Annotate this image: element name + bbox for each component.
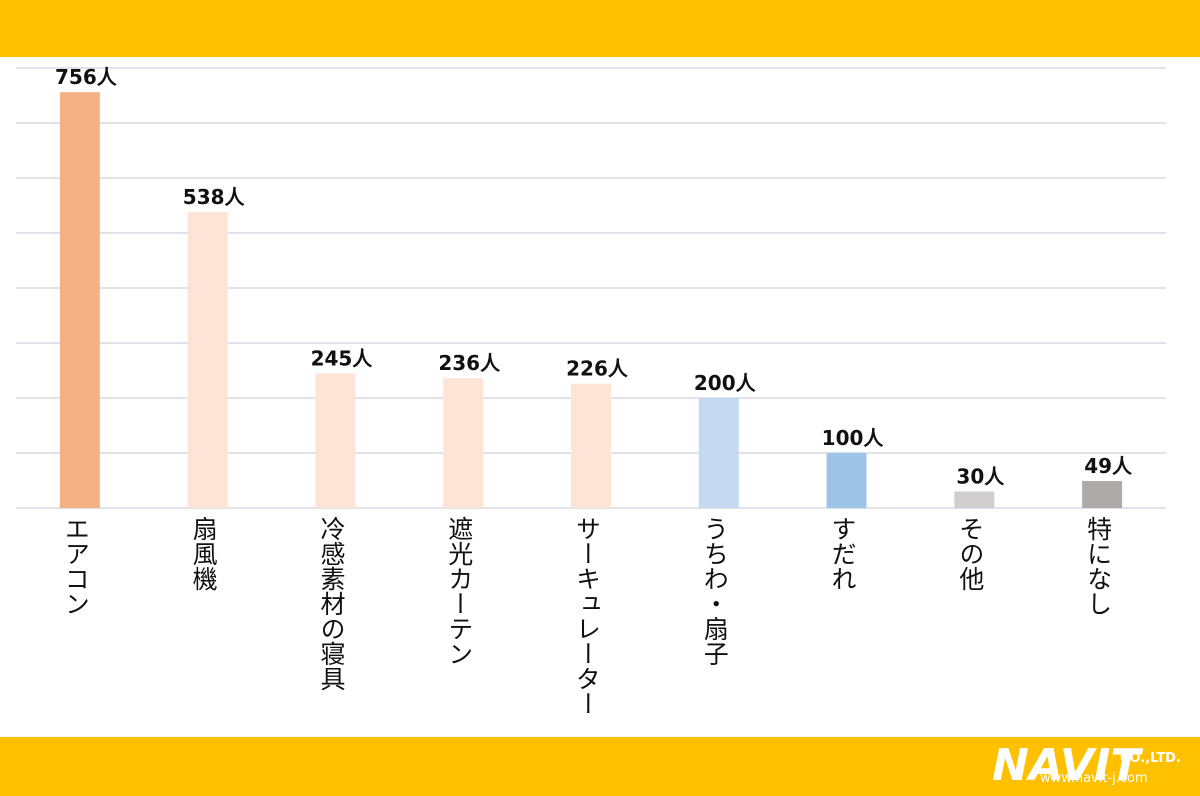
bar xyxy=(443,378,484,508)
x-tick-label: サーキュレーター xyxy=(573,516,602,716)
bar xyxy=(698,398,739,508)
value-label: 756人 xyxy=(55,65,118,89)
x-tick-label: 扇風機 xyxy=(189,516,218,591)
x-tick-label: その他 xyxy=(956,516,985,591)
value-label: 226人 xyxy=(566,357,629,381)
value-label: 100人 xyxy=(822,426,885,450)
top-band xyxy=(0,0,1200,57)
bar xyxy=(826,453,867,508)
value-label: 49人 xyxy=(1084,454,1133,478)
value-label: 30人 xyxy=(956,465,1005,489)
bar xyxy=(1082,481,1123,508)
value-label: 236人 xyxy=(438,351,501,375)
x-tick-label: 特になし xyxy=(1084,516,1113,616)
value-label: 538人 xyxy=(183,185,246,209)
bar xyxy=(59,92,100,508)
value-label: 245人 xyxy=(311,346,374,370)
logo-name: NAVIT xyxy=(992,740,1143,791)
x-tick-label: 冷感素材の寝具 xyxy=(317,516,346,691)
bar xyxy=(571,383,611,508)
bar xyxy=(954,491,995,508)
logo-url: www.navit-j.com xyxy=(1040,771,1148,786)
bar xyxy=(187,212,228,508)
x-tick-label: うちわ・扇子 xyxy=(700,516,729,666)
x-tick-label: 遮光カーテン xyxy=(445,516,474,666)
logo-company: CO.,LTD. xyxy=(1120,751,1181,766)
value-label: 200人 xyxy=(694,371,757,395)
bar xyxy=(315,373,356,508)
x-tick-label: すだれ xyxy=(828,516,857,591)
bottom-band xyxy=(0,737,1200,796)
x-tick-label: エアコン xyxy=(61,516,90,616)
